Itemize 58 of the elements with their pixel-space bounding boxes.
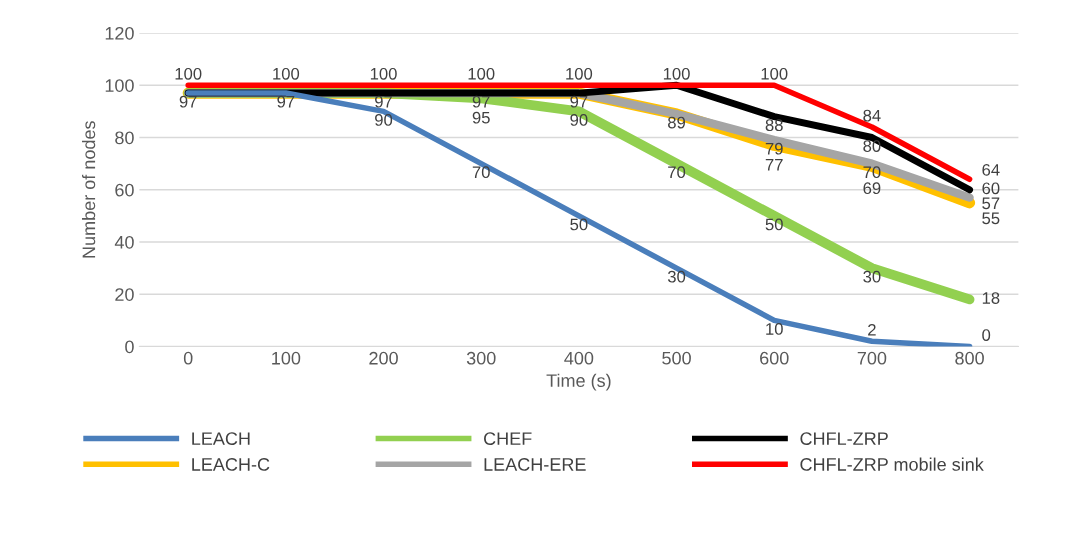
- legend-label: CHEF: [484, 432, 532, 445]
- legend-label: LEACH: [192, 432, 250, 445]
- x-tick-label: 300: [466, 351, 496, 365]
- data-label: 100: [566, 67, 593, 80]
- data-label: 90: [375, 114, 393, 126]
- data-label: 90: [570, 114, 588, 126]
- data-label: 100: [663, 67, 690, 80]
- data-label: 30: [667, 270, 686, 283]
- data-label: 100: [273, 67, 300, 80]
- y-axis-title: Number of nodes: [81, 121, 96, 258]
- legend-label: LEACH-ERE: [484, 458, 586, 471]
- data-label: 100: [468, 67, 495, 80]
- legend-label: CHFL-ZRP mobile sink: [800, 457, 984, 471]
- data-label: 70: [668, 166, 686, 179]
- data-label: 95: [472, 111, 490, 124]
- data-label: 100: [175, 67, 202, 80]
- data-label: 97: [570, 95, 588, 108]
- data-label: 97: [375, 95, 392, 108]
- y-tick-label: 100: [105, 79, 134, 92]
- y-tick-label: 120: [105, 26, 134, 40]
- data-label: 97: [277, 95, 295, 108]
- data-label: 89: [668, 116, 686, 129]
- data-label: 0: [982, 329, 991, 341]
- y-tick-label: 20: [115, 288, 134, 301]
- y-tick-label: 0: [125, 340, 134, 354]
- data-label: 80: [863, 140, 881, 152]
- legend-label: LEACH-C: [192, 458, 270, 471]
- data-label: 30: [863, 270, 881, 283]
- data-label: 18: [982, 292, 1000, 304]
- legend-label: CHFL-ZRP: [800, 432, 888, 445]
- data-label: 2: [868, 323, 876, 336]
- x-axis-title: Time (s): [546, 373, 611, 391]
- x-tick-label: 700: [857, 351, 887, 365]
- x-tick-label: 0: [183, 351, 193, 365]
- x-tick-label: 400: [564, 351, 594, 365]
- data-label: 97: [179, 95, 197, 108]
- data-label: 55: [982, 212, 1000, 225]
- data-label: 70: [472, 166, 490, 179]
- x-tick-label: 800: [955, 351, 984, 365]
- x-tick-label: 600: [760, 351, 789, 365]
- data-label: 88: [765, 119, 783, 132]
- data-label: 57: [982, 197, 1000, 210]
- x-tick-label: 100: [272, 351, 301, 365]
- data-label: 50: [765, 218, 783, 231]
- data-label: 77: [765, 158, 783, 171]
- data-label: 64: [982, 163, 1000, 176]
- data-label: 10: [766, 323, 783, 335]
- y-tick-label: 80: [115, 131, 134, 145]
- data-label: 50: [570, 218, 588, 231]
- data-label: 60: [982, 182, 1000, 195]
- data-label: 69: [863, 182, 881, 195]
- data-label: 100: [761, 67, 788, 80]
- y-tick-label: 40: [114, 235, 134, 249]
- data-label: 100: [370, 67, 397, 80]
- x-tick-label: 500: [662, 351, 691, 365]
- y-tick-label: 60: [115, 183, 134, 197]
- data-label: 84: [863, 109, 881, 122]
- x-tick-label: 200: [369, 351, 398, 365]
